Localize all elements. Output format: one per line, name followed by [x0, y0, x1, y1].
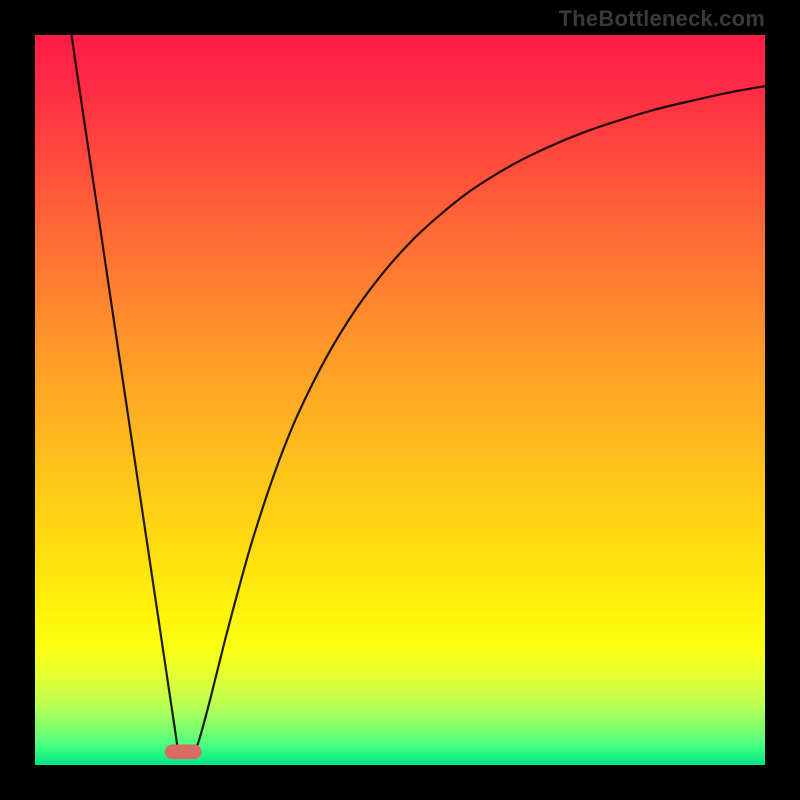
- plot-svg: [35, 35, 765, 765]
- plot-background: [35, 35, 765, 765]
- watermark-text: TheBottleneck.com: [559, 6, 765, 32]
- minimum-marker: [165, 745, 202, 760]
- figure-root: { "figure": { "width_px": 800, "height_p…: [0, 0, 800, 800]
